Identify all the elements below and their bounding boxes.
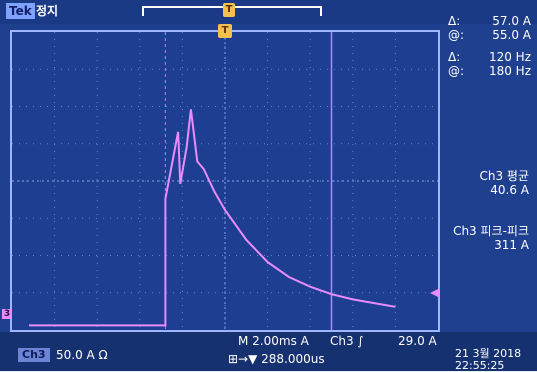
timebase-readout: M 2.00ms A: [238, 334, 309, 348]
ch3-waveform-trace: [29, 109, 396, 327]
trigger-position-marker: T: [218, 24, 232, 38]
channel-scale: 50.0 A Ω: [56, 348, 108, 362]
cursor-row-1-value: 57.0 A: [492, 14, 531, 28]
cursor-row-2-value: 55.0 A: [492, 28, 531, 42]
delta-icon: Δ:: [448, 14, 461, 28]
graticule: [12, 32, 438, 330]
channel-badge: Ch3: [18, 348, 50, 362]
at-icon: @:: [448, 28, 465, 42]
pk2pk-value: 311 A: [494, 238, 529, 252]
horizontal-position: ⊞→▼ 288.000us: [228, 352, 325, 366]
mean-label: Ch3 평균: [479, 169, 529, 183]
time-text: 22:55:25: [455, 359, 505, 372]
top-status-bar: [0, 0, 537, 24]
acquisition-status: 정지: [36, 4, 59, 18]
pk2pk-label: Ch3 피크-피크: [453, 224, 529, 238]
trigger-position-top-marker: T: [223, 3, 235, 17]
trigger-level: 29.0 A: [398, 334, 437, 348]
bottom-status-bar: Ch3 50.0 A Ω M 2.00ms A Ch3 ∫ 29.0 A ⊞→▼…: [0, 332, 537, 372]
at-icon: @:: [448, 64, 465, 78]
trigger-source: Ch3 ∫: [330, 334, 364, 348]
mean-value: 40.6 A: [490, 183, 529, 197]
trigger-level-arrow-icon: [430, 288, 440, 298]
waveform-display: [10, 30, 440, 332]
delta-icon: Δ:: [448, 50, 461, 64]
measurement-panel: Δ: 57.0 A @: 55.0 A Δ: 120 Hz @: 180 Hz …: [442, 15, 537, 295]
cursor-row-3-value: 120 Hz: [488, 50, 531, 64]
brand-badge: Tek: [6, 3, 35, 19]
cursor-row-4-value: 180 Hz: [488, 64, 531, 78]
date-text: 21 3월 2018: [455, 347, 522, 360]
channel-ground-marker: 3: [2, 309, 12, 319]
datetime-readout: 21 3월 2018 22:55:25: [455, 348, 521, 372]
